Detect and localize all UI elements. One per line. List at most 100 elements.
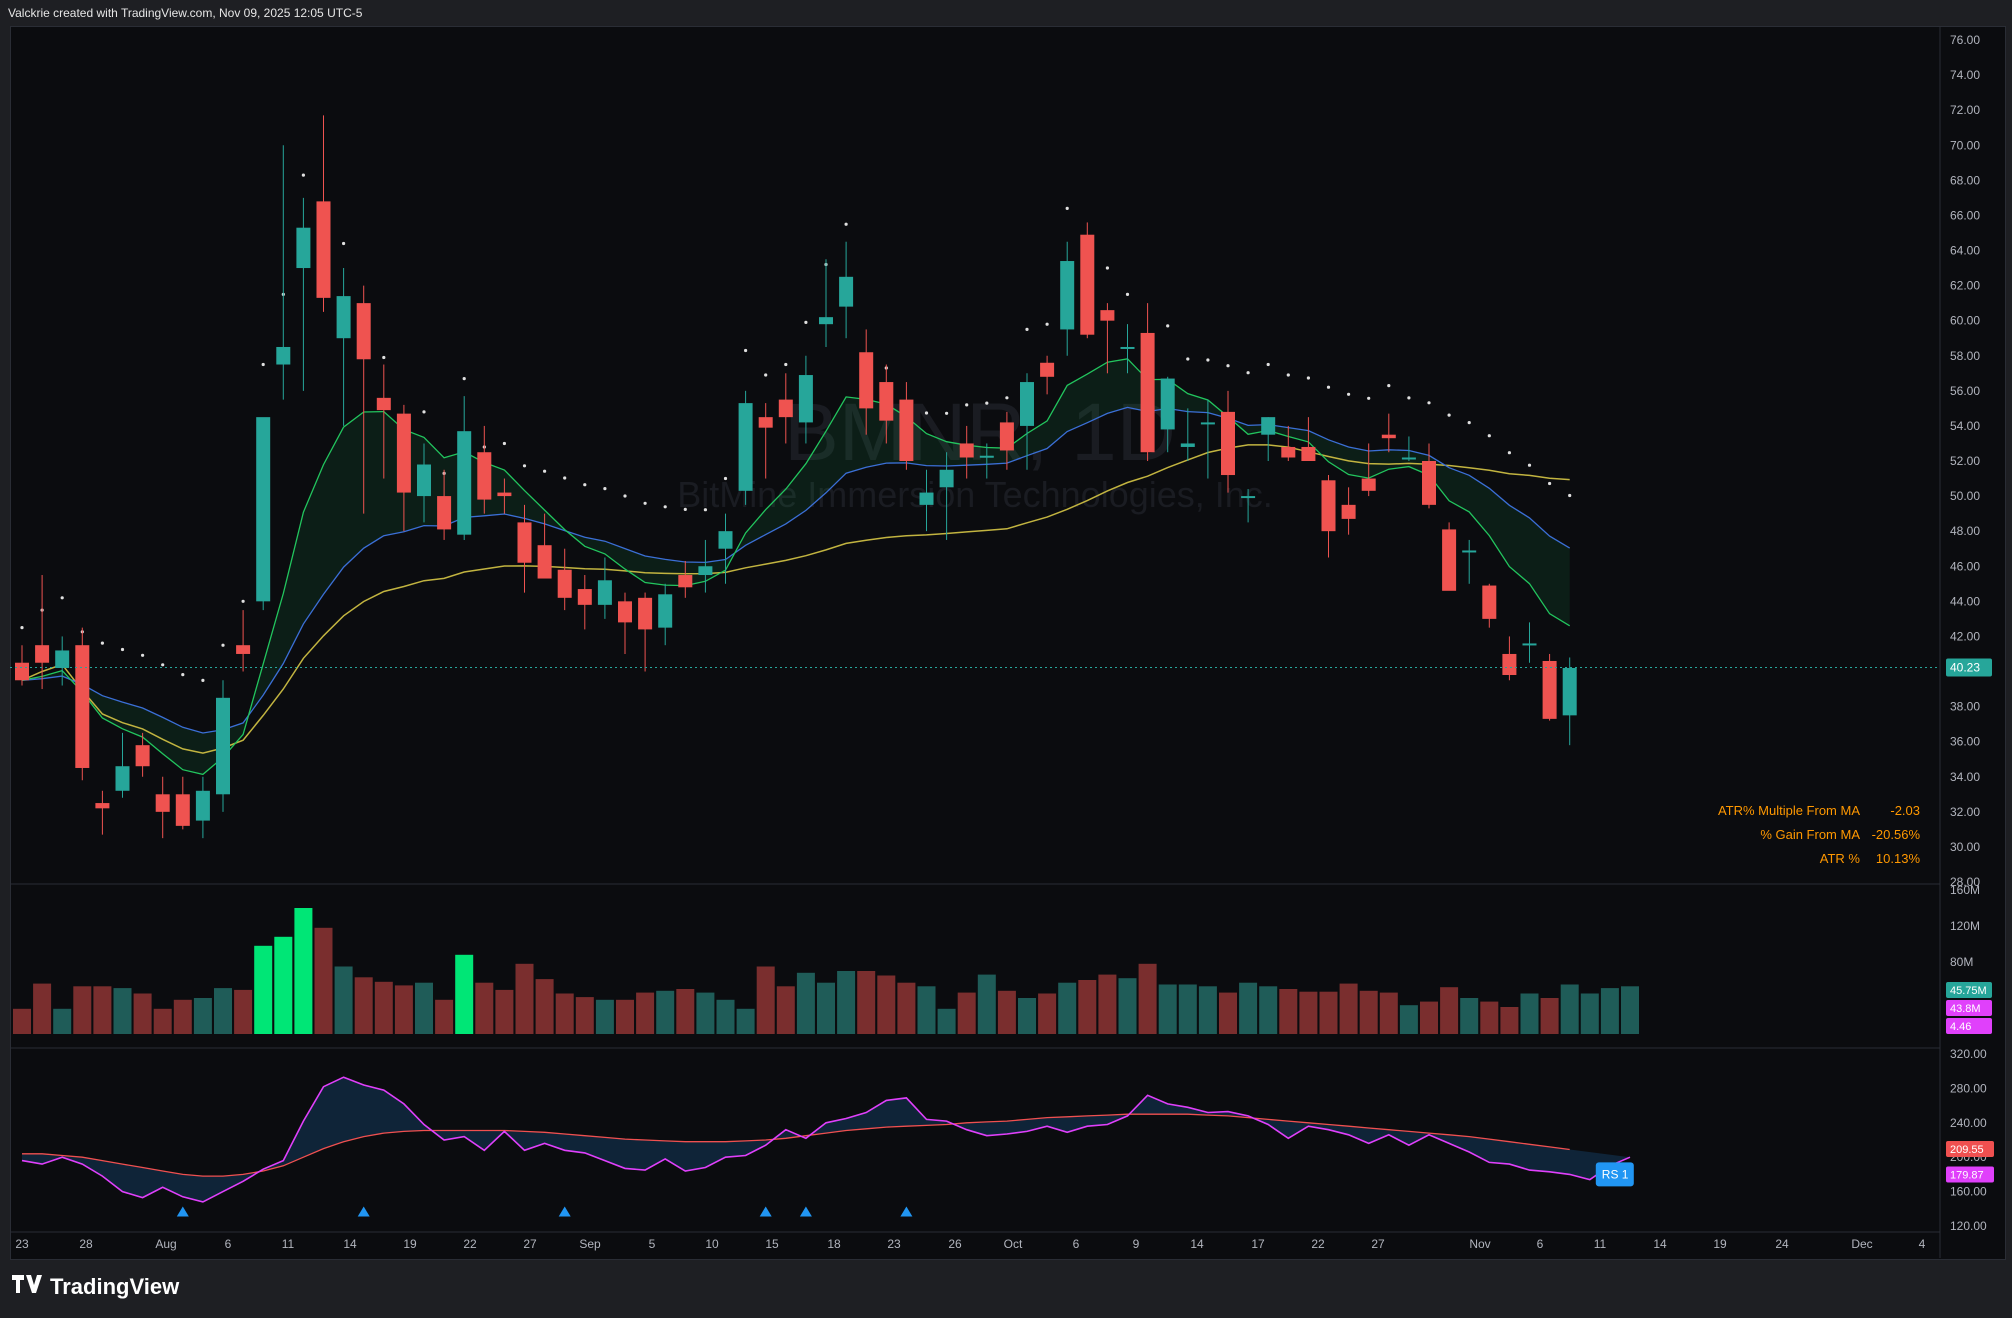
trailing-dot <box>1427 401 1431 405</box>
x-tick-label: 6 <box>225 1237 232 1251</box>
volume-bar <box>73 986 92 1034</box>
volume-bar <box>153 1008 172 1034</box>
candle-body <box>256 417 271 602</box>
volume-label: 43.8M <box>1950 1003 1981 1015</box>
candle-body <box>618 601 632 623</box>
volume-bar <box>515 963 534 1034</box>
trailing-dot <box>221 643 225 647</box>
trailing-dot <box>161 663 165 667</box>
x-tick-label: 17 <box>1251 1237 1265 1251</box>
candle-body <box>939 469 954 488</box>
volume-bar <box>535 979 554 1034</box>
volume-bar <box>1580 993 1599 1034</box>
rs-up-marker <box>176 1206 189 1217</box>
candle-body <box>417 464 431 497</box>
rs-value-badge <box>1946 1166 1994 1183</box>
volume-bar <box>997 990 1016 1034</box>
tradingview-footer[interactable]: TradingView <box>12 1274 179 1300</box>
x-tick-label: 6 <box>1073 1237 1080 1251</box>
volume-bar <box>1138 963 1157 1034</box>
volume-bar <box>1520 993 1539 1034</box>
x-tick-label: 19 <box>1713 1237 1727 1251</box>
chart-frame <box>10 26 2006 1260</box>
last-price-label: 40.23 <box>1950 660 1980 674</box>
rs-tick-label: 160.00 <box>1950 1185 1987 1199</box>
candle-body <box>1080 234 1095 335</box>
volume-bar <box>676 989 695 1034</box>
rs-value-badge <box>1946 1140 1994 1157</box>
price-tick-label: 52.00 <box>1950 454 1980 468</box>
candle-body <box>678 575 693 588</box>
trailing-dot <box>422 410 426 414</box>
indicator-value: 10.13% <box>1876 851 1921 866</box>
volume-bar <box>736 1008 755 1034</box>
x-tick-label: 26 <box>948 1237 962 1251</box>
candle-body <box>396 413 411 493</box>
trailing-dot <box>1527 463 1532 467</box>
volume-bar <box>917 986 936 1034</box>
candle-body <box>557 569 572 598</box>
candle-body <box>738 403 753 491</box>
volume-bar <box>133 993 152 1034</box>
volume-bar <box>1339 983 1358 1034</box>
x-tick-label: 10 <box>705 1237 719 1251</box>
candle-body <box>517 522 532 563</box>
candle-body <box>819 317 833 325</box>
trailing-dot <box>764 373 768 377</box>
volume-bar <box>575 997 594 1034</box>
volume-bar <box>817 982 835 1034</box>
candle-body <box>999 422 1014 451</box>
volume-bar <box>53 1008 72 1034</box>
price-tick-label: 62.00 <box>1950 279 1980 293</box>
price-tick-label: 56.00 <box>1950 384 1980 398</box>
candle-body <box>236 645 251 654</box>
volume-bar <box>435 999 454 1034</box>
trailing-dot <box>1166 324 1170 328</box>
volume-bar <box>696 992 715 1034</box>
x-tick-label: Dec <box>1851 1237 1872 1251</box>
trailing-dot <box>1387 384 1391 388</box>
chart-credit: Valckrie created with TradingView.com, N… <box>8 6 363 20</box>
price-tick-label: 38.00 <box>1950 700 1980 714</box>
volume-bar <box>555 993 574 1034</box>
price-tick-label: 46.00 <box>1950 559 1980 573</box>
trailing-dot <box>723 476 728 481</box>
trailing-dot <box>583 483 587 487</box>
volume-tick-label: 120M <box>1950 919 1980 933</box>
volume-bar <box>1259 986 1278 1034</box>
trailing-dot <box>703 508 708 512</box>
price-tick-label: 64.00 <box>1950 244 1980 258</box>
volume-label-badge <box>1946 982 1992 998</box>
candle-body <box>1321 480 1336 532</box>
volume-bar <box>1379 992 1398 1034</box>
volume-bar <box>1118 978 1137 1034</box>
rs-up-marker <box>900 1206 913 1217</box>
x-tick-label: 22 <box>463 1237 477 1251</box>
trailing-dot <box>1407 396 1411 400</box>
trailing-dot <box>623 494 627 498</box>
x-tick-label: 14 <box>343 1237 357 1251</box>
trailing-dot <box>1246 371 1250 375</box>
volume-bar <box>1038 993 1057 1034</box>
candle-body <box>1241 496 1256 499</box>
volume-bar <box>173 999 192 1034</box>
trailing-dot <box>1005 396 1009 400</box>
trailing-dot <box>261 362 265 367</box>
trailing-dot <box>60 596 64 600</box>
symbol-watermark: BMNR, 1D <box>784 387 1176 478</box>
price-tick-label: 70.00 <box>1950 138 1980 152</box>
candle-body <box>1301 446 1316 461</box>
x-tick-label: Aug <box>155 1237 176 1251</box>
volume-bar <box>455 954 474 1034</box>
price-tick-label: 54.00 <box>1950 419 1980 433</box>
volume-bar <box>1219 992 1237 1034</box>
rs-up-marker <box>357 1206 370 1217</box>
x-tick-label: 22 <box>1311 1237 1325 1251</box>
volume-bar <box>1239 982 1258 1034</box>
candle-body <box>1341 504 1356 519</box>
x-tick-label: 11 <box>282 1237 295 1251</box>
price-tick-label: 34.00 <box>1950 770 1980 784</box>
candle-body <box>1361 478 1376 491</box>
candle-body <box>195 790 210 821</box>
